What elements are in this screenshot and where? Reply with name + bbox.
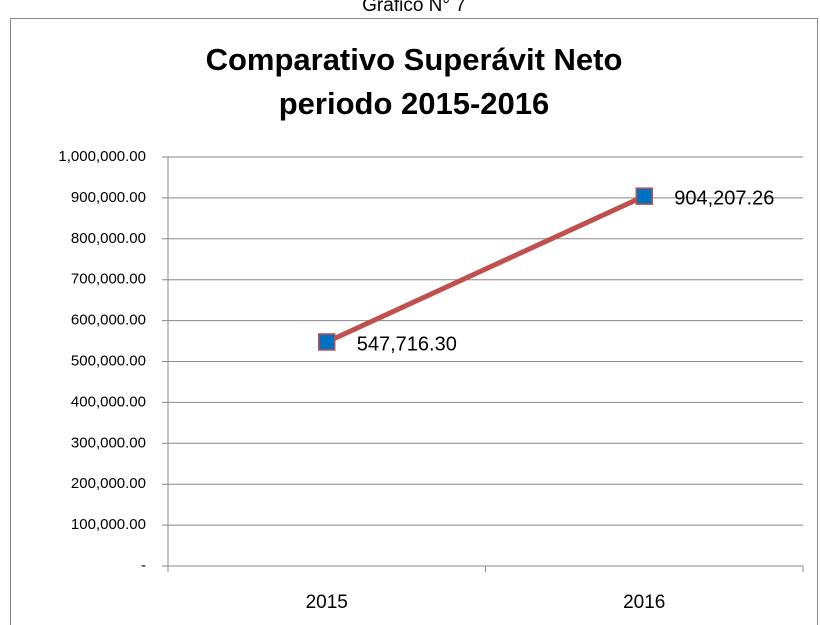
x-tick-label: 2015: [306, 592, 348, 613]
y-tick-label: 100,000.00: [71, 516, 146, 533]
marker: [635, 187, 653, 205]
x-tick-label: 2016: [623, 592, 665, 613]
y-tick-label: 500,000.00: [71, 352, 146, 369]
y-tick-label: 1,000,000.00: [58, 148, 146, 165]
y-tick-label: 800,000.00: [71, 230, 146, 247]
y-tick-label: -: [141, 557, 146, 574]
y-tick-label: 200,000.00: [71, 475, 146, 492]
chart-border: [10, 18, 818, 625]
y-tick-label: 600,000.00: [71, 312, 146, 329]
caption: Gráfico N° 7: [362, 0, 466, 16]
chart-title: Comparativo Superávit Neto periodo 2015-…: [205, 42, 623, 121]
line: [325, 193, 646, 345]
y-tick-label: 900,000.00: [71, 189, 146, 206]
data-label: 547,716.30: [357, 333, 457, 355]
data-label: 904,207.26: [674, 187, 774, 209]
y-tick-label: 700,000.00: [71, 271, 146, 288]
y-tick-label: 400,000.00: [71, 393, 146, 410]
y-tick-label: 300,000.00: [71, 434, 146, 451]
marker: [318, 333, 336, 351]
